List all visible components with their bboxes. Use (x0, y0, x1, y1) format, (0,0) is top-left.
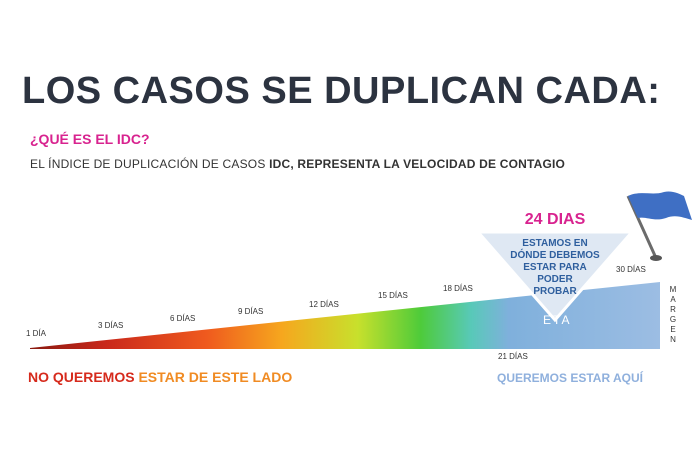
day-label: 30 DÍAS (616, 265, 646, 274)
bottom-right-message: QUEREMOS ESTAR AQUÍ (497, 371, 644, 385)
idc-definition: EL ÍNDICE DE DUPLICACIÓN DE CASOS IDC, R… (30, 157, 565, 171)
page-title: LOS CASOS SE DUPLICAN CADA: (22, 70, 661, 112)
day-label: 12 DÍAS (309, 300, 339, 309)
bottom-left-message: NO QUEREMOS ESTAR DE ESTE LADO (28, 369, 292, 385)
bottom-left-part2: ESTAR DE ESTE LADO (138, 369, 293, 385)
goal-days: 24 DIAS (524, 211, 586, 228)
margin-label: M A R G E N (668, 285, 678, 345)
day-label: 15 DÍAS (378, 291, 408, 300)
day-labels: 1 DÍA 3 DÍAS 6 DÍAS 9 DÍAS 12 DÍAS 15 DÍ… (26, 265, 646, 361)
goal-text: ESTAMOS EN DÓNDE DEBEMOS ESTAR PARA PODE… (498, 238, 612, 298)
bottom-left-part1: NO QUEREMOS (28, 369, 139, 385)
idc-question: ¿QUÉ ES EL IDC? (30, 131, 150, 147)
margin-letter: G (669, 315, 677, 324)
day-label: 3 DÍAS (98, 321, 123, 330)
day-label: 9 DÍAS (238, 307, 263, 316)
margin-letter: R (670, 305, 676, 314)
goal-text-line: PODER (537, 274, 573, 285)
definition-bold-text: IDC, REPRESENTA LA VELOCIDAD DE CONTAGIO (269, 157, 566, 171)
flag-icon (628, 191, 692, 220)
goal-text-line: DÓNDE DEBEMOS (510, 250, 600, 261)
goal-triangle (474, 230, 636, 323)
goal-text-line: PROBAR (533, 286, 577, 297)
day-label: 6 DÍAS (170, 314, 195, 323)
goal-text-line: ESTAR PARA (523, 262, 587, 273)
margin-letter: M (669, 285, 677, 294)
margin-letter: N (670, 335, 676, 344)
duplication-wedge (30, 282, 660, 349)
definition-text: EL ÍNDICE DE DUPLICACIÓN DE CASOS (30, 157, 270, 171)
day-label: 21 DÍAS (498, 352, 528, 361)
margin-letter: E (670, 325, 676, 334)
meta-label: ETA (543, 313, 572, 327)
day-label: 1 DÍA (26, 329, 47, 338)
day-label: 18 DÍAS (443, 284, 473, 293)
flag-pole (626, 195, 658, 259)
margin-letter: A (670, 295, 676, 304)
goal-text-line: ESTAMOS EN (522, 238, 588, 249)
flag-base (650, 255, 662, 261)
